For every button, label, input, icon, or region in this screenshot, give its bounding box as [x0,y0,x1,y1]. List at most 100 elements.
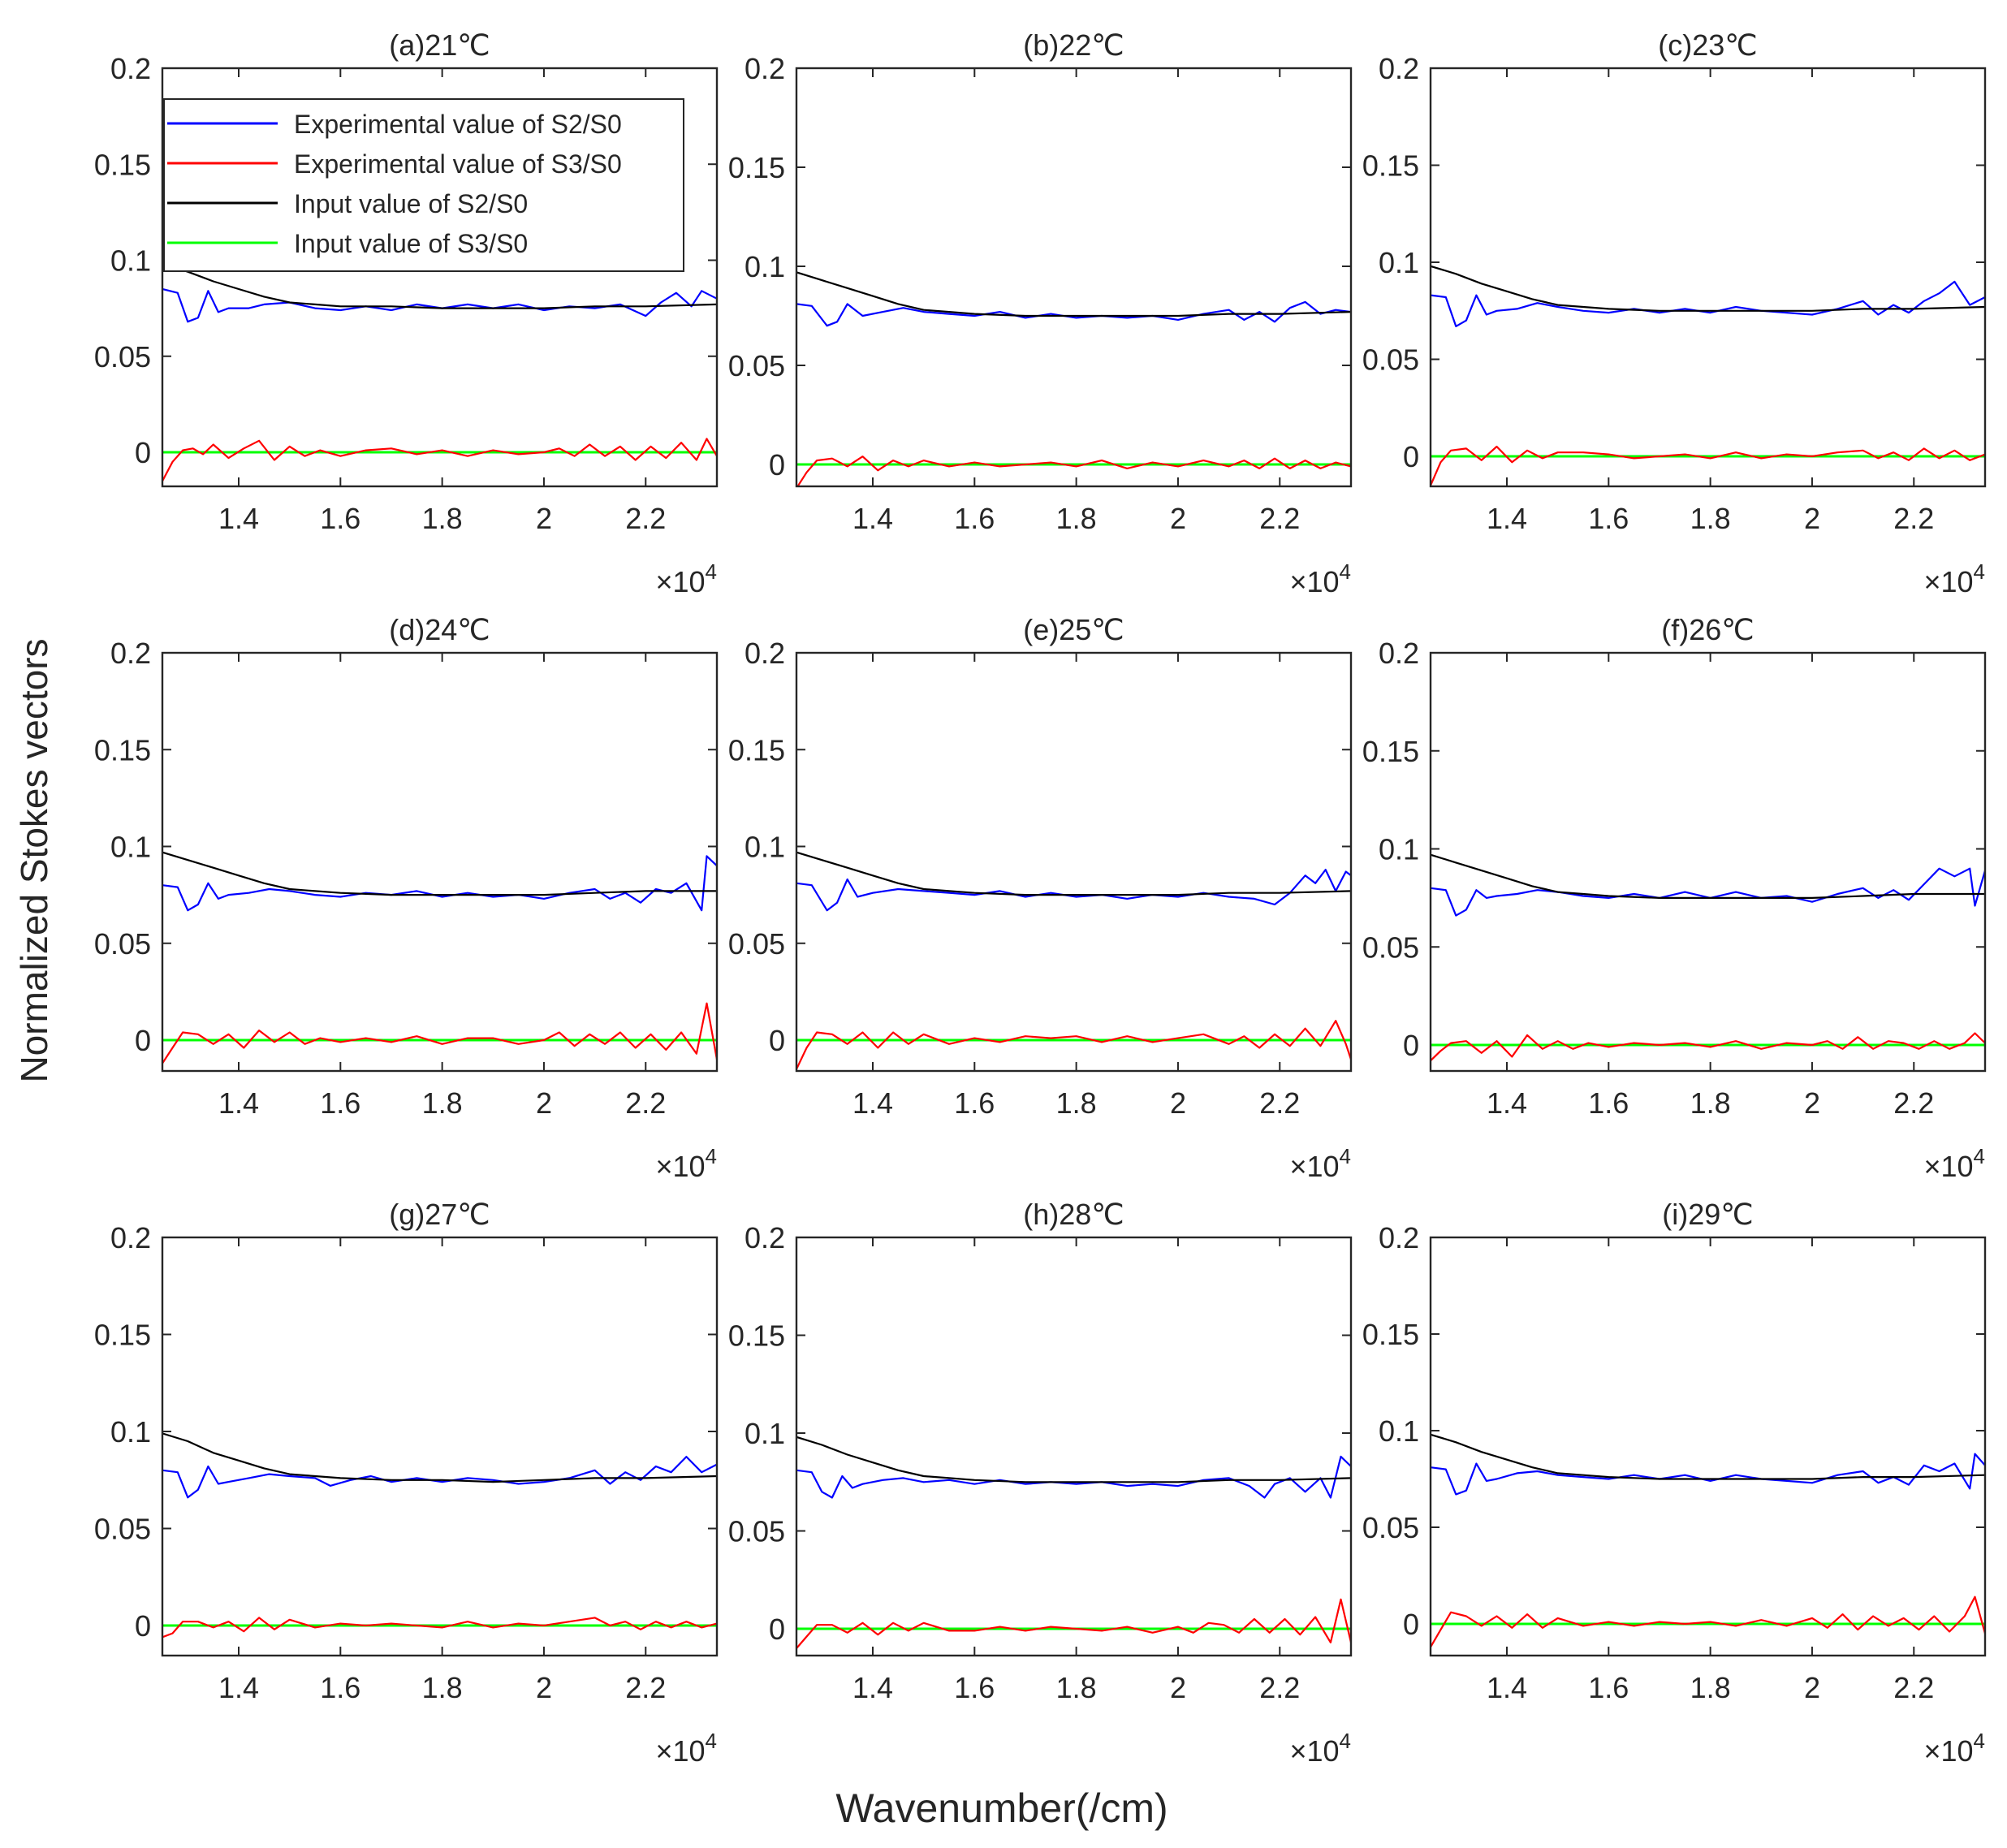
x-tick-label: 2.2 [625,502,666,535]
x-tick-label: 2 [536,1086,552,1120]
y-tick-label: 0.05 [94,1513,151,1546]
y-tick-label: 0.15 [1362,735,1419,768]
x-tick-label: 1.4 [218,1671,259,1704]
series-line-exp-s2 [796,869,1351,912]
panel-f: (f)26℃ 0 0.05 0.1 0.15 0.2 1.4 1.6 1.8 2 2.2 ×104 [1362,613,1987,1183]
x-multiplier: ×104 [1923,559,1985,598]
legend-label: Input value of S2/S0 [294,189,528,218]
panel-title: (g)27℃ [389,1198,490,1231]
series-line-exp-s2 [162,1456,717,1499]
y-tick-label: 0.2 [1379,1221,1419,1254]
series-line-exp-s2 [1431,1453,1985,1496]
axes-box [1429,1236,1987,1657]
panel-grid: (a)21℃00.050.10.150.21.4 1.6 1.8 2 2.2×104Ex… [94,28,1987,1768]
axes-box [795,67,1353,488]
y-tick-label: 0.1 [1379,246,1419,279]
series-line-input-s2 [796,851,1351,896]
y-tick-label: 0.2 [1379,637,1419,670]
x-tick-label: 1.4 [852,1086,893,1120]
x-multiplier-exponent: 4 [1340,1729,1351,1753]
series-line-exp-s2 [162,287,717,323]
y-tick-label: 0 [135,1609,151,1643]
y-tick-label: 0.2 [110,52,151,85]
series-line-input-s2 [162,263,717,309]
y-tick-label: 0.2 [110,637,151,670]
x-tick-label: 2.2 [625,1671,666,1704]
series-group [1431,853,1985,1062]
x-tick-label: 1.4 [1487,1086,1527,1120]
x-multiplier: ×104 [655,1729,717,1768]
x-multiplier-exponent: 4 [1974,1729,1985,1753]
y-tick-label: 0 [1403,440,1419,473]
y-tick-label: 0.1 [745,250,785,283]
y-tick-label: 0 [769,448,785,481]
y-tick-label: 0.15 [1362,1318,1419,1351]
y-tick-label: 0.15 [1362,149,1419,183]
y-tick-label: 0.2 [745,52,785,85]
series-line-input-s2 [796,1436,1351,1483]
panel-d: (d)24℃ 0 0.05 0.1 0.15 0.2 1.4 1.6 1.8 2 2.2 ×104 [94,613,719,1183]
series-line-exp-s3 [1431,1032,1985,1062]
series-group [162,1432,717,1639]
series-line-exp-s2 [1431,280,1985,327]
x-multiplier-base: ×10 [655,1150,705,1183]
x-tick-label: 2 [1170,1671,1186,1704]
x-tick-label: 2 [536,1671,552,1704]
x-tick-label: 1.8 [1690,1671,1731,1704]
x-multiplier: ×104 [1923,1144,1985,1183]
y-tick-label: 0.05 [1362,343,1419,377]
series-line-input-s2 [1431,265,1985,312]
x-multiplier-base: ×10 [1923,1734,1973,1768]
x-multiplier-exponent: 4 [1974,1144,1985,1168]
x-tick-label: 1.6 [1588,1671,1629,1704]
panel-a: (a)21℃ 0 0.05 0.1 0.15 0.2 1.4 1.6 1.8 2 2.2 ×104 Ex… [94,28,719,598]
legend-label: Experimental value of S3/S0 [294,149,622,179]
y-tick-label: 0 [769,1024,785,1057]
series-line-exp-s3 [1431,445,1985,486]
x-tick-label: 2 [1804,502,1820,535]
x-multiplier-base: ×10 [1923,1150,1973,1183]
x-tick-label: 1.4 [218,502,259,535]
axes-box [161,651,719,1073]
x-tick-label: 1.6 [320,502,360,535]
series-group [796,1436,1351,1649]
series-group [796,851,1351,1070]
y-tick-label: 0.15 [94,148,151,181]
x-tick-label: 1.4 [1487,502,1527,535]
x-tick-label: 1.6 [1588,1086,1629,1120]
x-multiplier-exponent: 4 [706,1144,717,1168]
x-tick-label: 1.8 [1690,502,1731,535]
y-tick-label: 0 [1403,1608,1419,1641]
x-tick-label: 2.2 [1893,502,1934,535]
series-line-exp-s3 [162,1002,717,1064]
x-tick-label: 1.4 [852,1671,893,1704]
x-multiplier: ×104 [1289,1729,1351,1768]
x-tick-label: 1.8 [422,1671,463,1704]
axes-box [1429,67,1987,488]
y-tick-label: 0 [135,436,151,469]
panel-title: (b)22℃ [1023,28,1124,62]
x-tick-label: 1.8 [1056,502,1097,535]
axes-box [795,1236,1353,1657]
y-tick-label: 0.1 [745,1417,785,1450]
panel-b: (b)22℃ 0 0.05 0.1 0.15 0.2 1.4 1.6 1.8 2 2.2 ×104 [728,28,1353,598]
x-tick-label: 2 [1804,1671,1820,1704]
series-line-input-s2 [1431,853,1985,899]
x-multiplier-base: ×10 [655,1734,705,1768]
y-tick-label: 0.1 [1379,833,1419,866]
figure-ylabel: Normalized Stokes vectors [13,638,55,1082]
panel-i: (i)29℃ 0 0.05 0.1 0.15 0.2 1.4 1.6 1.8 2 2.2 ×104 [1362,1198,1987,1768]
x-tick-label: 1.8 [422,502,463,535]
y-tick-label: 0.15 [728,151,785,184]
panel-title: (h)28℃ [1023,1198,1124,1231]
panel-title: (a)21℃ [389,28,490,62]
series-line-exp-s3 [796,1020,1351,1070]
y-tick-label: 0.15 [728,733,785,766]
y-tick-label: 0 [135,1024,151,1057]
y-tick-label: 0.15 [728,1319,785,1353]
y-tick-label: 0.05 [94,340,151,373]
legend-label: Input value of S3/S0 [294,229,528,258]
y-tick-label: 0.15 [94,733,151,766]
x-multiplier: ×104 [1923,1729,1985,1768]
x-tick-label: 1.4 [218,1086,259,1120]
